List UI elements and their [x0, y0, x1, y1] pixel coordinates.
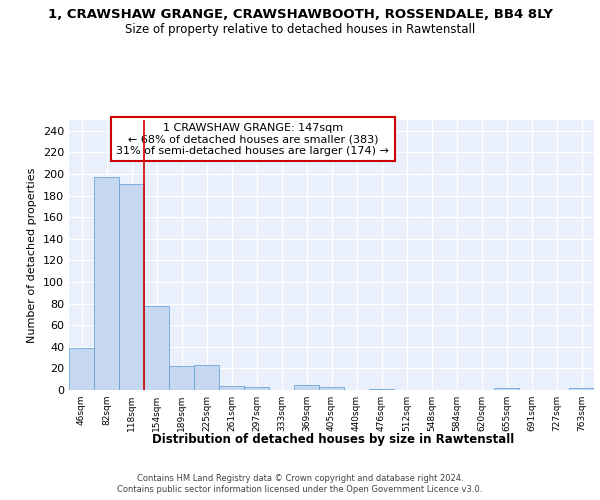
Bar: [144, 306, 169, 390]
Text: Distribution of detached houses by size in Rawtenstall: Distribution of detached houses by size …: [152, 432, 514, 446]
Text: Size of property relative to detached houses in Rawtenstall: Size of property relative to detached ho…: [125, 22, 475, 36]
Text: 1 CRAWSHAW GRANGE: 147sqm
← 68% of detached houses are smaller (383)
31% of semi: 1 CRAWSHAW GRANGE: 147sqm ← 68% of detac…: [116, 122, 389, 156]
Bar: [569, 388, 594, 390]
Text: Contains public sector information licensed under the Open Government Licence v3: Contains public sector information licen…: [118, 485, 482, 494]
Bar: [369, 389, 394, 390]
Text: 1, CRAWSHAW GRANGE, CRAWSHAWBOOTH, ROSSENDALE, BB4 8LY: 1, CRAWSHAW GRANGE, CRAWSHAWBOOTH, ROSSE…: [47, 8, 553, 20]
Bar: [294, 384, 319, 390]
Bar: [69, 348, 94, 390]
Bar: [244, 387, 269, 390]
Bar: [94, 177, 119, 390]
Bar: [194, 365, 219, 390]
Bar: [169, 366, 194, 390]
Bar: [494, 388, 519, 390]
Bar: [119, 184, 144, 390]
Text: Contains HM Land Registry data © Crown copyright and database right 2024.: Contains HM Land Registry data © Crown c…: [137, 474, 463, 483]
Bar: [319, 387, 344, 390]
Bar: [219, 386, 244, 390]
Y-axis label: Number of detached properties: Number of detached properties: [28, 168, 37, 342]
